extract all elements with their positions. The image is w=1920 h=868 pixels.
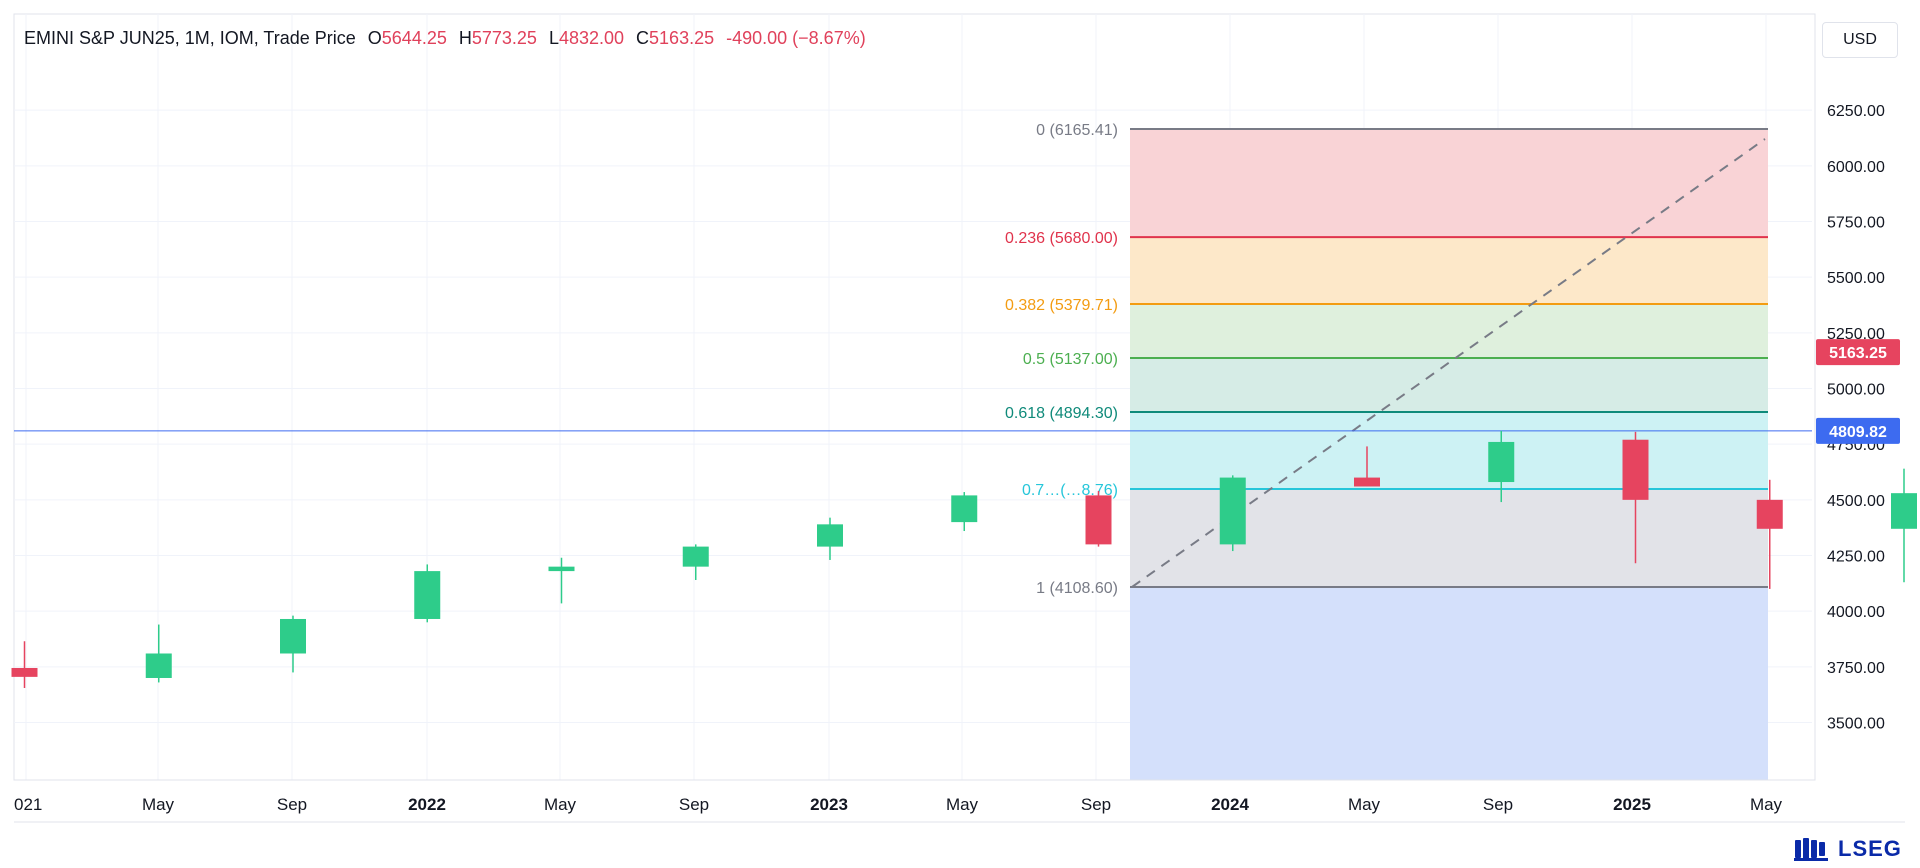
time-tick-label: 2023 (810, 795, 848, 814)
price-tick-label: 6000.00 (1827, 159, 1885, 176)
lseg-emblem-icon (1794, 838, 1828, 861)
fib-zone (1130, 237, 1768, 304)
time-tick-label: 2024 (1211, 795, 1249, 814)
time-tick-label: May (1750, 795, 1783, 814)
candle-body (1756, 499, 1783, 529)
candle-body (817, 524, 843, 547)
price-tick-label: 5750.00 (1827, 215, 1885, 232)
time-tick-label: 021 (14, 795, 42, 814)
time-tick-label: Sep (1483, 795, 1513, 814)
fib-zone (1130, 358, 1768, 413)
last-price-tag-bg (1816, 339, 1900, 366)
price-tick-label: 6250.00 (1827, 103, 1885, 120)
candle-body (11, 667, 38, 677)
time-tick-label: Sep (679, 795, 709, 814)
candle-body (951, 495, 978, 523)
chart-axes: 3500.003750.004000.004250.004500.004750.… (14, 14, 1905, 823)
time-tick-label: Sep (1081, 795, 1111, 814)
crosshair-price-tag: 4809.82 (1829, 424, 1887, 441)
candle-body (682, 546, 709, 567)
crosshair-price-tag-bg (1816, 417, 1900, 444)
open-label: O (367, 27, 382, 48)
candle-body (1488, 441, 1515, 483)
candle-body (414, 571, 441, 619)
high-label: H (458, 27, 472, 48)
high-value: 5773.25 (471, 27, 537, 48)
time-tick-label: May (946, 795, 979, 814)
candle-body (1354, 477, 1380, 487)
fib-level-label: 0.618 (4894.30) (1005, 405, 1118, 422)
fib-zone (1130, 412, 1768, 489)
candle-body (1219, 477, 1246, 545)
candle-body (548, 566, 575, 572)
fib-level-label: 0.7…(…8.76) (1022, 482, 1118, 499)
fib-level-label: 1 (4108.60) (1036, 580, 1118, 597)
lseg-logo: LSEG (1794, 836, 1902, 862)
price-tick-label: 3500.00 (1827, 716, 1885, 733)
fib-zone (1130, 303, 1768, 359)
currency-button[interactable]: USD (1822, 22, 1898, 58)
price-tick-label: 4000.00 (1827, 604, 1885, 621)
time-tick-label: May (142, 795, 175, 814)
symbol-title: EMINI S&P JUN25, 1M, IOM, Trade Price (24, 27, 356, 48)
price-tick-label: 5250.00 (1827, 326, 1885, 343)
candle-body (1085, 495, 1112, 545)
price-tick-label: 5000.00 (1827, 382, 1885, 399)
fib-level-label: 0.5 (5137.00) (1023, 351, 1118, 368)
time-tick-label: 2022 (408, 795, 446, 814)
fibonacci-retracement: 0 (6165.41) 0.236 (5680.00) 0.382 (5379.71… (1005, 122, 1768, 780)
fib-level-label: 0.236 (5680.00) (1005, 230, 1118, 247)
time-tick-label: May (544, 795, 577, 814)
candle-body (280, 618, 306, 654)
fib-level-label: 0.382 (5379.71) (1005, 297, 1118, 314)
price-tick-label: 3750.00 (1827, 660, 1885, 677)
fib-zone-extension (1130, 587, 1768, 780)
fib-level-label: 0 (6165.41) (1036, 122, 1118, 139)
candles (11, 430, 1917, 689)
time-tick-label: 2025 (1613, 795, 1651, 814)
low-label: L (548, 27, 559, 48)
close-value: 5163.25 (649, 27, 715, 48)
fib-zone (1130, 129, 1768, 238)
brand-name: LSEG (1838, 836, 1902, 861)
low-value: 4832.00 (558, 27, 625, 48)
time-tick-label: Sep (277, 795, 307, 814)
close-label: C (636, 27, 650, 48)
open-value: 5644.25 (381, 27, 447, 48)
change-value: -490.00 (−8.67%) (726, 27, 866, 48)
candle-body (1622, 439, 1649, 500)
candle-body (145, 653, 172, 678)
last-price-tag: 5163.25 (1829, 345, 1887, 362)
price-tick-label: 5500.00 (1827, 270, 1885, 287)
candle-body (1891, 493, 1917, 529)
time-tick-label: May (1348, 795, 1381, 814)
price-tick-label: 4250.00 (1827, 549, 1885, 566)
price-tick-label: 4500.00 (1827, 493, 1885, 510)
